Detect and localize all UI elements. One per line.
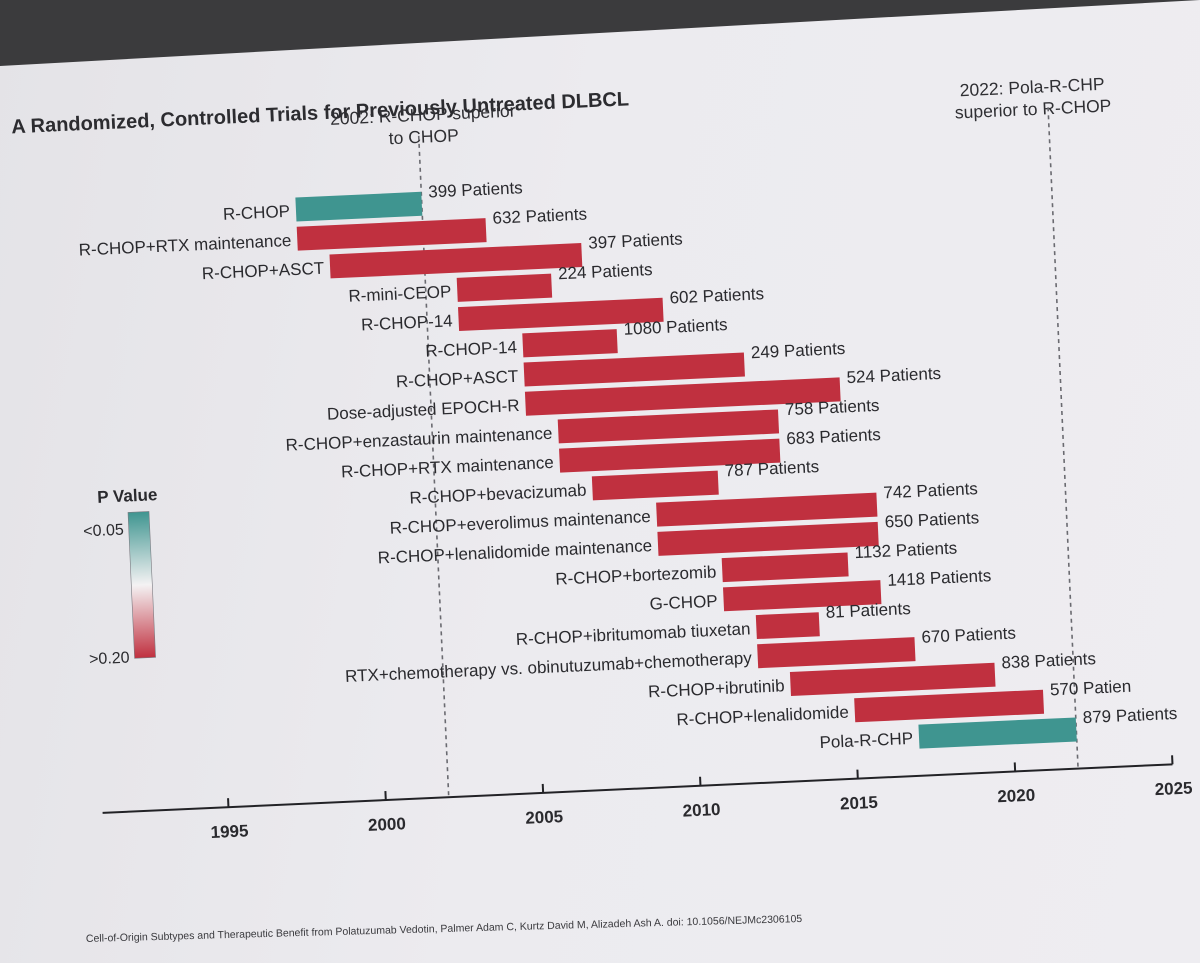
trial-row: R-CHOP+ibrutinib 838 Patients [648,649,1097,701]
patient-count-label: 570 Patien [1050,677,1132,700]
patient-count-label: 397 Patients [588,229,683,252]
annotation-line: to CHOP [388,125,459,148]
trial-label: R-CHOP+RTX maintenance [78,231,291,260]
patient-count-label: 602 Patients [669,284,764,307]
patient-count-label: 249 Patients [750,339,845,362]
trial-bar [329,243,583,279]
trial-label: R-CHOP-14 [425,338,517,361]
patient-count-label: 742 Patients [883,479,978,502]
trial-bar [722,580,882,612]
trial-bar [295,191,423,222]
trial-row: R-CHOP-14 602 Patients [361,284,765,334]
patient-count-label: 683 Patients [786,425,881,448]
patient-count-label: 1132 Patients [854,538,957,562]
x-tick-label: 2025 [1154,778,1193,799]
legend-low-label: <0.05 [83,522,124,541]
chart-title: A Randomized, Controlled Trials for Prev… [11,88,630,138]
trial-label: R-mini-CEOP [348,282,452,306]
patient-count-label: 524 Patients [846,364,941,387]
patient-count-label: 787 Patients [724,457,819,480]
patient-count-label: 224 Patients [558,260,653,283]
x-tick-label: 2015 [840,793,879,814]
trial-bar [918,717,1077,749]
trial-label: R-CHOP+ibrutinib [648,676,785,701]
trial-label: R-CHOP+enzastaurin maintenance [285,424,553,455]
trial-bar [296,218,487,251]
x-tick-label: 2000 [368,814,407,835]
trial-bar [559,438,781,473]
trial-label: R-CHOP+ASCT [201,259,324,284]
x-tick-label: 2020 [997,786,1036,807]
trial-bar [656,492,878,527]
trial-label: R-CHOP [223,202,291,224]
patient-count-label: 670 Patients [921,624,1016,647]
patient-count-label: 838 Patients [1001,649,1096,672]
trial-label: R-CHOP+lenalidomide maintenance [377,536,652,567]
trial-bar [456,273,553,302]
trial-label: R-CHOP+bevacizumab [409,481,587,508]
legend-high-label: >0.20 [89,650,130,669]
patient-count-label: 632 Patients [492,205,587,228]
legend-gradient-bar [127,511,156,659]
trial-label: R-CHOP+ASCT [396,367,519,392]
trial-bar [854,689,1045,723]
x-axis-ticks: 1995 2000 2005 2010 2015 2020 2025 [210,755,1193,842]
trial-label: R-CHOP-14 [361,311,453,334]
trial-label: R-CHOP+RTX maintenance [341,453,554,482]
trial-bar [523,352,745,387]
trial-row: R-mini-CEOP 224 Patients [348,260,653,306]
trial-row: Pola-R-CHP 879 Patients [819,704,1177,752]
patient-count-label: 650 Patients [884,508,979,531]
trial-bar [657,521,879,556]
trial-row: G-CHOP 1418 Patients [649,566,992,614]
citation: Cell-of-Origin Subtypes and Therapeutic … [86,913,803,945]
trial-bar [458,297,664,332]
trial-label: Dose-adjusted EPOCH-R [327,396,520,424]
trial-row: R-CHOP 399 Patients [223,178,524,224]
trial-bar [755,612,820,640]
patient-count-label: 1080 Patients [623,315,728,339]
x-tick-label: 1995 [210,821,249,842]
reference-line [1047,107,1079,769]
patient-count-label: 879 Patients [1082,704,1177,727]
trial-label: R-CHOP+lenalidomide [676,703,849,730]
trial-bar [721,552,849,583]
patient-count-label: 81 Patients [825,599,911,622]
trial-bar [591,470,719,501]
annotation-line: superior to R-CHOP [954,95,1111,122]
reference-line [417,135,450,798]
trial-bar [557,409,780,444]
trial-bar [789,662,996,696]
x-tick-label: 2005 [525,807,564,828]
patient-count-label: 758 Patients [785,396,880,419]
trial-label: R-CHOP+everolimus maintenance [389,507,651,538]
trial-bar [757,637,916,669]
trial-row: R-CHOP-14 1080 Patients [425,315,728,361]
trial-row: R-CHOP+lenalidomide 570 Patien [676,677,1132,730]
trial-label: R-CHOP+bortezomib [555,562,717,588]
p-value-legend: P Value <0.05 >0.20 [83,485,158,669]
trial-bar [524,377,841,416]
x-axis-line [102,763,1173,814]
trial-row: R-CHOP+ASCT 249 Patients [396,339,846,392]
patient-count-label: 399 Patients [428,178,523,201]
trial-label: R-CHOP+ibritumomab tiuxetan [515,619,750,649]
trial-label: Pola-R-CHP [819,729,913,752]
x-axis: 1995 2000 2005 2010 2015 2020 2025 [102,755,1193,842]
bars: R-CHOP 399 Patients R-CHOP+RTX maintenance… [78,178,1177,752]
trial-label: G-CHOP [649,592,718,614]
trial-bar [522,329,618,358]
reference-lines [417,107,1079,798]
legend-title: P Value [97,485,158,507]
patient-count-label: 1418 Patients [887,566,992,590]
x-tick-label: 2010 [682,800,721,821]
